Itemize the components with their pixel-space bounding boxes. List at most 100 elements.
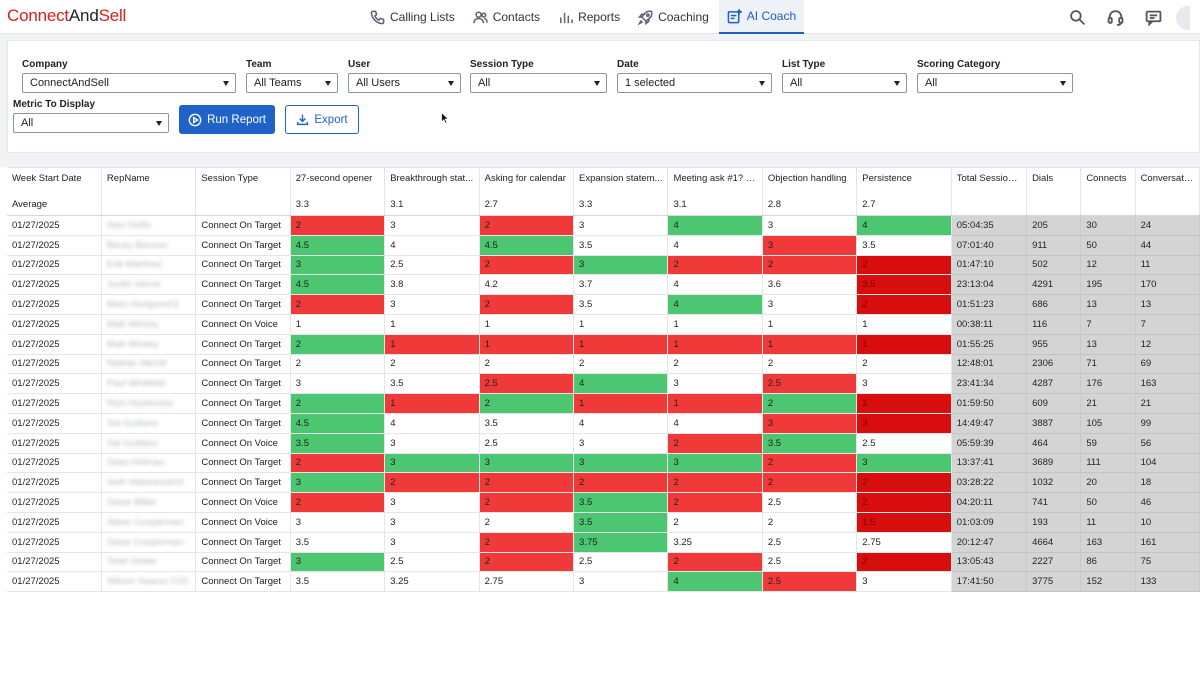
- messages-button[interactable]: [1142, 6, 1164, 28]
- table-cell: 2: [667, 433, 763, 454]
- user-select[interactable]: All Users: [348, 73, 461, 93]
- table-cell: 2: [479, 354, 575, 375]
- table-cell: 4.5: [290, 235, 386, 256]
- support-button[interactable]: [1104, 6, 1126, 28]
- table-row[interactable]: 01/27/2025 Steve Cooperman Connect On Targ…: [7, 532, 1200, 553]
- table-row[interactable]: 01/27/2025 Paul Whitfield Connect On Targe…: [7, 373, 1200, 395]
- column-average: 3.3: [295, 199, 309, 210]
- table-cell: 3: [384, 215, 480, 236]
- table-cell: 4.5: [479, 235, 575, 256]
- table-row[interactable]: 01/27/2025 Seth Weinstock03 Connect On Tar…: [7, 472, 1200, 494]
- column-header-label: Conversatio...: [1140, 173, 1199, 184]
- table-row[interactable]: 01/27/2025 Matt Wickey Connect On Voice 1 1 1…: [7, 314, 1200, 335]
- date-label: Date: [617, 59, 639, 70]
- table-row[interactable]: 01/27/2025 Sal Guiliano Connect On Voice 3.…: [7, 433, 1200, 454]
- table-cell: Connect On Target: [195, 532, 291, 553]
- table-cell: 1: [384, 314, 480, 335]
- column-header[interactable]: RepName: [101, 167, 197, 216]
- nav-contacts[interactable]: Contacts: [465, 0, 548, 34]
- table-cell: 3.8: [384, 274, 480, 296]
- column-header[interactable]: Objection handling 2.8: [762, 167, 858, 216]
- nav-reports[interactable]: Reports: [550, 0, 628, 34]
- table-cell: Connect On Target: [195, 453, 291, 474]
- column-header[interactable]: Week Start Date Average: [7, 167, 102, 216]
- user-filter: User All Users: [348, 59, 461, 93]
- date-value: 1 selected: [625, 77, 676, 89]
- table-cell: 3: [856, 571, 952, 593]
- table-cell: 3.5: [856, 235, 952, 256]
- metric-select[interactable]: All: [13, 113, 169, 133]
- table-cell: 2.5: [762, 552, 858, 573]
- table-cell: 07:01:40: [951, 235, 1028, 256]
- team-select[interactable]: All Teams: [246, 73, 338, 93]
- table-row[interactable]: 01/27/2025 Wilson Suarez C00 Connect On Ta…: [7, 571, 1200, 593]
- table-cell: 01/27/2025: [7, 274, 102, 296]
- table-cell: 2: [384, 354, 480, 375]
- table-row[interactable]: 01/27/2025 Sean Holman Connect On Target 2 3…: [7, 453, 1200, 474]
- column-header[interactable]: Meeting ask #1? S... 3.1: [667, 167, 763, 216]
- table-row[interactable]: 01/27/2025 Nathan Merrill Connect On Targe…: [7, 354, 1200, 375]
- table-row[interactable]: 01/27/2025 Rich Hashimoto Connect On Targe…: [7, 393, 1200, 414]
- scoring-category-select[interactable]: All: [917, 73, 1073, 93]
- column-header-label: Meeting ask #1? S...: [673, 173, 761, 184]
- table-cell: 2: [762, 354, 858, 375]
- table-row[interactable]: 01/27/2025 Becky Benson Connect On Target 4…: [7, 235, 1200, 256]
- table-row[interactable]: 01/27/2025 Justin Vance Connect On Target 4…: [7, 274, 1200, 296]
- table-cell: 1: [384, 393, 480, 414]
- column-header[interactable]: Conversatio...: [1135, 167, 1200, 216]
- column-header[interactable]: 27-second opener 3.3: [290, 167, 386, 216]
- column-header[interactable]: Expansion statem... 3.3: [573, 167, 669, 216]
- table-cell: 01:51:23: [951, 294, 1028, 315]
- table-cell: Todd Snider: [101, 552, 197, 573]
- nav-coaching[interactable]: Coaching: [630, 0, 717, 34]
- chevron-down-icon: [594, 81, 600, 86]
- table-cell: 2: [479, 255, 575, 276]
- table-row[interactable]: 01/27/2025 Matt Wickey Connect On Target 2 1…: [7, 334, 1200, 355]
- export-button[interactable]: Export: [285, 105, 359, 134]
- column-header[interactable]: Session Type: [195, 167, 291, 216]
- table-cell: 3.5: [573, 294, 669, 315]
- search-button[interactable]: [1066, 6, 1088, 28]
- run-report-button[interactable]: Run Report: [179, 105, 275, 134]
- column-header[interactable]: Total Session ...: [951, 167, 1028, 216]
- table-cell: 03:28:22: [951, 472, 1028, 494]
- column-header[interactable]: Asking for calendar 2.7: [479, 167, 575, 216]
- table-cell: 105: [1080, 413, 1136, 434]
- table-cell: 1: [856, 393, 952, 414]
- table-cell: 01:59:50: [951, 393, 1028, 414]
- table-cell: 111: [1080, 453, 1136, 474]
- column-header[interactable]: Persistence 2.7: [856, 167, 952, 216]
- table-row[interactable]: 01/27/2025 Alex Hollis Connect On Target 2 3…: [7, 215, 1200, 236]
- nav-ai-coach[interactable]: AI Coach: [718, 0, 805, 34]
- table-cell: 3.25: [667, 532, 763, 553]
- table-cell: 01/27/2025: [7, 354, 102, 375]
- table-cell: 1: [573, 334, 669, 355]
- table-cell: 3: [573, 255, 669, 276]
- date-select[interactable]: 1 selected: [617, 73, 772, 93]
- table-cell: 502: [1026, 255, 1082, 276]
- table-cell: 2: [479, 552, 575, 573]
- logo-part-and: And: [68, 6, 99, 25]
- scoring-category-filter: Scoring Category All: [917, 59, 1073, 93]
- session-type-select[interactable]: All: [470, 73, 607, 93]
- table-row[interactable]: 01/27/2025 Sal Guiliano Connect On Target 4…: [7, 413, 1200, 434]
- column-header[interactable]: Dials: [1026, 167, 1082, 216]
- column-header-label: Dials: [1032, 173, 1054, 184]
- nav-calling-lists[interactable]: Calling Lists: [362, 0, 463, 34]
- table-row[interactable]: 01/27/2025 Steve Cooperman Connect On Voic…: [7, 512, 1200, 533]
- list-type-select[interactable]: All: [782, 73, 907, 93]
- table-cell: 3: [856, 373, 952, 395]
- logo[interactable]: ConnectAndSell: [7, 6, 126, 26]
- table-row[interactable]: 01/27/2025 Erik Martinez Connect On Target…: [7, 255, 1200, 276]
- nav-calling-lists-label: Calling Lists: [390, 10, 455, 24]
- table-cell: 59: [1080, 433, 1136, 454]
- column-header[interactable]: Connects: [1080, 167, 1136, 216]
- user-avatar[interactable]: [1176, 6, 1190, 30]
- table-row[interactable]: 01/27/2025 Todd Snider Connect On Target 3 2…: [7, 552, 1200, 573]
- table-cell: 3: [290, 552, 386, 573]
- column-header-label: Breakthrough stat...: [390, 173, 474, 184]
- table-row[interactable]: 01/27/2025 Marc Hodgson01 Connect On Targe…: [7, 294, 1200, 315]
- company-select[interactable]: ConnectAndSell: [22, 73, 236, 93]
- column-header[interactable]: Breakthrough stat... 3.1: [384, 167, 480, 216]
- table-row[interactable]: 01/27/2025 Steve Miller Connect On Voice 2 3…: [7, 492, 1200, 513]
